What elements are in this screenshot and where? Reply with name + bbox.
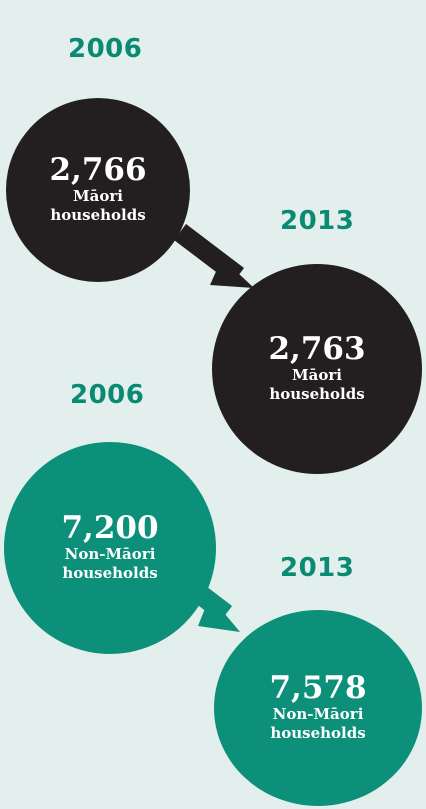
non-maori-2006-label-1: Non-Māori bbox=[64, 544, 156, 563]
non-maori-year-2013: 2013 bbox=[280, 553, 355, 583]
non-maori-2006-circle: 7,200 Non-Māori households bbox=[4, 442, 216, 654]
maori-2013-circle: 2,763 Māori households bbox=[212, 264, 422, 474]
non-maori-year-2006: 2006 bbox=[70, 380, 145, 410]
maori-year-2013: 2013 bbox=[280, 206, 355, 236]
non-maori-2013-label-1: Non-Māori bbox=[272, 704, 364, 723]
maori-arrow-icon bbox=[173, 224, 254, 288]
non-maori-2013-label-2: households bbox=[270, 724, 366, 743]
maori-2006-value: 2,766 bbox=[49, 152, 147, 189]
maori-2013-label-1: Māori bbox=[292, 365, 342, 384]
maori-2006-label-1: Māori bbox=[73, 186, 123, 205]
maori-2006-label-2: households bbox=[50, 206, 146, 225]
maori-2013-label-2: households bbox=[269, 385, 365, 404]
non-maori-2013-circle: 7,578 Non-Māori households bbox=[214, 610, 422, 806]
non-maori-2013-value: 7,578 bbox=[269, 670, 367, 707]
maori-year-2006: 2006 bbox=[68, 34, 143, 64]
non-maori-2006-label-2: households bbox=[62, 564, 158, 583]
maori-2013-value: 2,763 bbox=[268, 331, 366, 368]
non-maori-2006-value: 7,200 bbox=[61, 510, 159, 547]
maori-2006-circle: 2,766 Māori households bbox=[6, 98, 190, 282]
